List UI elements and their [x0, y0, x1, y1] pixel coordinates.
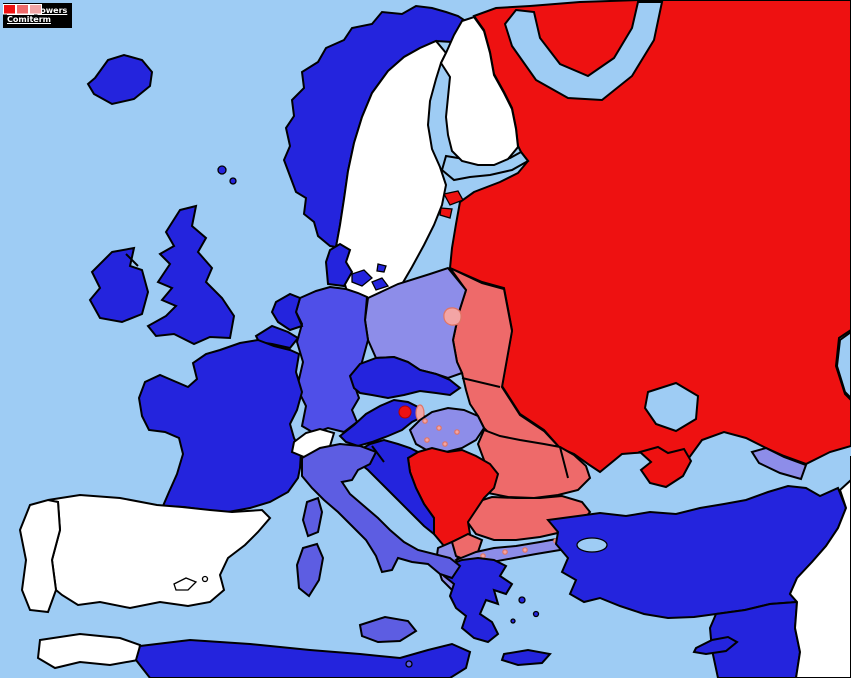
city-dot	[454, 429, 460, 435]
region-bornholm	[376, 263, 387, 273]
region-denmark-island	[351, 269, 373, 287]
region-shetland2	[229, 177, 237, 185]
region-shetland	[217, 165, 227, 175]
region-morocco	[36, 632, 142, 670]
city-dot	[442, 441, 448, 447]
region-saaremaa-island	[443, 190, 464, 206]
region-malta	[405, 660, 413, 668]
legend: allied powers Comiterm	[3, 3, 73, 28]
city-dot	[422, 418, 428, 424]
swatch-cominform-1	[3, 4, 16, 15]
legend-cominform-swatches	[3, 4, 42, 15]
region-poland	[363, 266, 468, 380]
region-saaremaa-island2	[439, 207, 453, 219]
region-germany	[294, 285, 370, 435]
region-greek-island	[510, 618, 516, 624]
sea-of-marmara	[576, 537, 608, 553]
region-greek-island	[518, 596, 526, 604]
region-netherlands	[270, 292, 304, 332]
sea-of-azov	[643, 381, 700, 433]
region-cyprus	[692, 635, 739, 656]
region-sicily	[358, 615, 418, 644]
region-italy	[301, 442, 462, 580]
city-dot	[522, 547, 528, 553]
region-sardinia	[295, 542, 325, 598]
region-portugal	[18, 498, 62, 614]
swatch-cominform-3	[29, 4, 42, 15]
city-dot	[424, 437, 430, 443]
region-denmark	[324, 242, 354, 288]
region-middle-east	[788, 456, 851, 678]
region-ireland	[88, 246, 150, 324]
region-balearics-minorca	[201, 575, 209, 583]
border-northern-ireland	[125, 253, 139, 267]
vienna-enclave	[398, 405, 412, 419]
region-crete	[500, 648, 552, 667]
region-north-africa	[134, 638, 472, 678]
border-moldova	[559, 446, 569, 479]
region-spain	[47, 493, 272, 610]
region-greece	[442, 556, 514, 644]
legend-cominform-label: Comiterm	[7, 15, 51, 24]
border-band-internal	[461, 377, 501, 388]
region-greek-island	[532, 610, 540, 618]
border-slovenia	[371, 445, 385, 463]
region-czechoslovakia	[348, 355, 462, 400]
region-georgia	[750, 446, 808, 481]
city-dot	[502, 549, 508, 555]
white-sea	[503, 1, 664, 102]
region-finland	[439, 15, 520, 166]
region-iceland	[86, 53, 154, 106]
region-croatia-slovenia	[349, 438, 435, 537]
city-dot	[436, 425, 442, 431]
region-warsaw-enclave	[443, 307, 462, 326]
region-denmark-island2	[371, 277, 390, 291]
caspian-sea	[835, 330, 851, 400]
region-balearics	[173, 577, 198, 591]
region-great-britain	[146, 204, 236, 346]
region-corsica	[301, 496, 324, 538]
region-crimea	[637, 445, 693, 489]
swatch-cominform-2	[16, 4, 29, 15]
